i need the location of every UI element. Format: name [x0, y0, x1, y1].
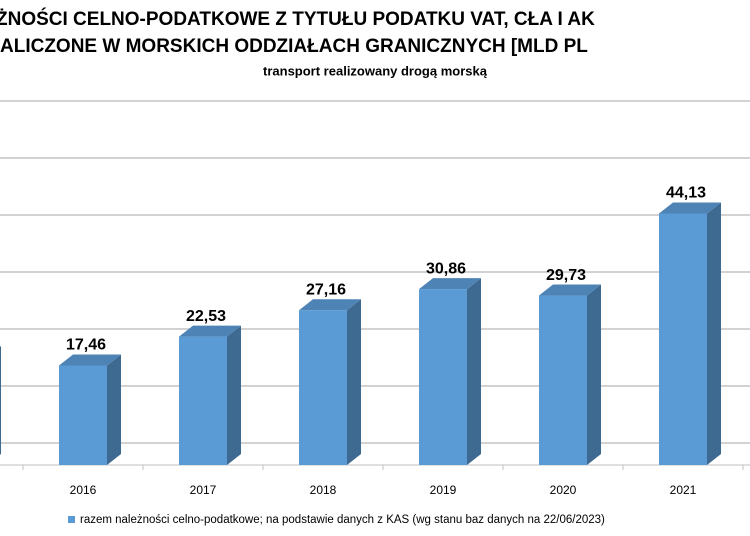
bar-top — [659, 202, 721, 214]
chart-title: ŻNOŚCI CELNO-PODATKOWE Z TYTUŁU PODATKU … — [0, 8, 595, 30]
legend-label: razem należności celno-podatkowe; na pod… — [80, 514, 605, 526]
bar-top — [299, 299, 361, 311]
legend-swatch — [68, 516, 75, 523]
data-label: 44,13 — [666, 185, 706, 202]
bar-top — [539, 284, 601, 296]
x-tick-label: 2020 — [550, 483, 577, 497]
x-tick-label: 2019 — [430, 483, 457, 497]
x-tick-label: 2018 — [310, 483, 337, 497]
bar — [419, 289, 467, 465]
bar-top — [179, 325, 241, 337]
data-label: 22,53 — [186, 308, 226, 325]
bar-side — [467, 278, 481, 465]
bar-side — [0, 346, 1, 455]
bar-side — [587, 284, 601, 465]
bar-side — [347, 299, 361, 465]
bar — [659, 213, 707, 465]
x-tick-label: 2016 — [70, 483, 97, 497]
bar-top — [419, 278, 481, 290]
bar-top — [59, 354, 121, 366]
x-tick-label: 2017 — [190, 483, 217, 497]
bar — [539, 295, 587, 465]
data-label: 29,73 — [546, 267, 586, 284]
bar-side — [107, 354, 121, 465]
bar-side — [707, 202, 721, 466]
data-label: 17,46 — [66, 337, 106, 354]
data-label: 30,86 — [426, 260, 466, 277]
chart-title: ALICZONE W MORSKICH ODDZIAŁACH GRANICZNY… — [0, 36, 588, 57]
x-tick-label: 2021 — [670, 483, 697, 497]
bar — [299, 310, 347, 465]
bar — [179, 336, 227, 465]
bar — [59, 365, 107, 465]
bar-top — [0, 346, 1, 348]
data-label: 27,16 — [306, 281, 346, 298]
chart-subtitle: transport realizowany drogą morską — [263, 63, 488, 78]
bar-side — [227, 325, 241, 465]
